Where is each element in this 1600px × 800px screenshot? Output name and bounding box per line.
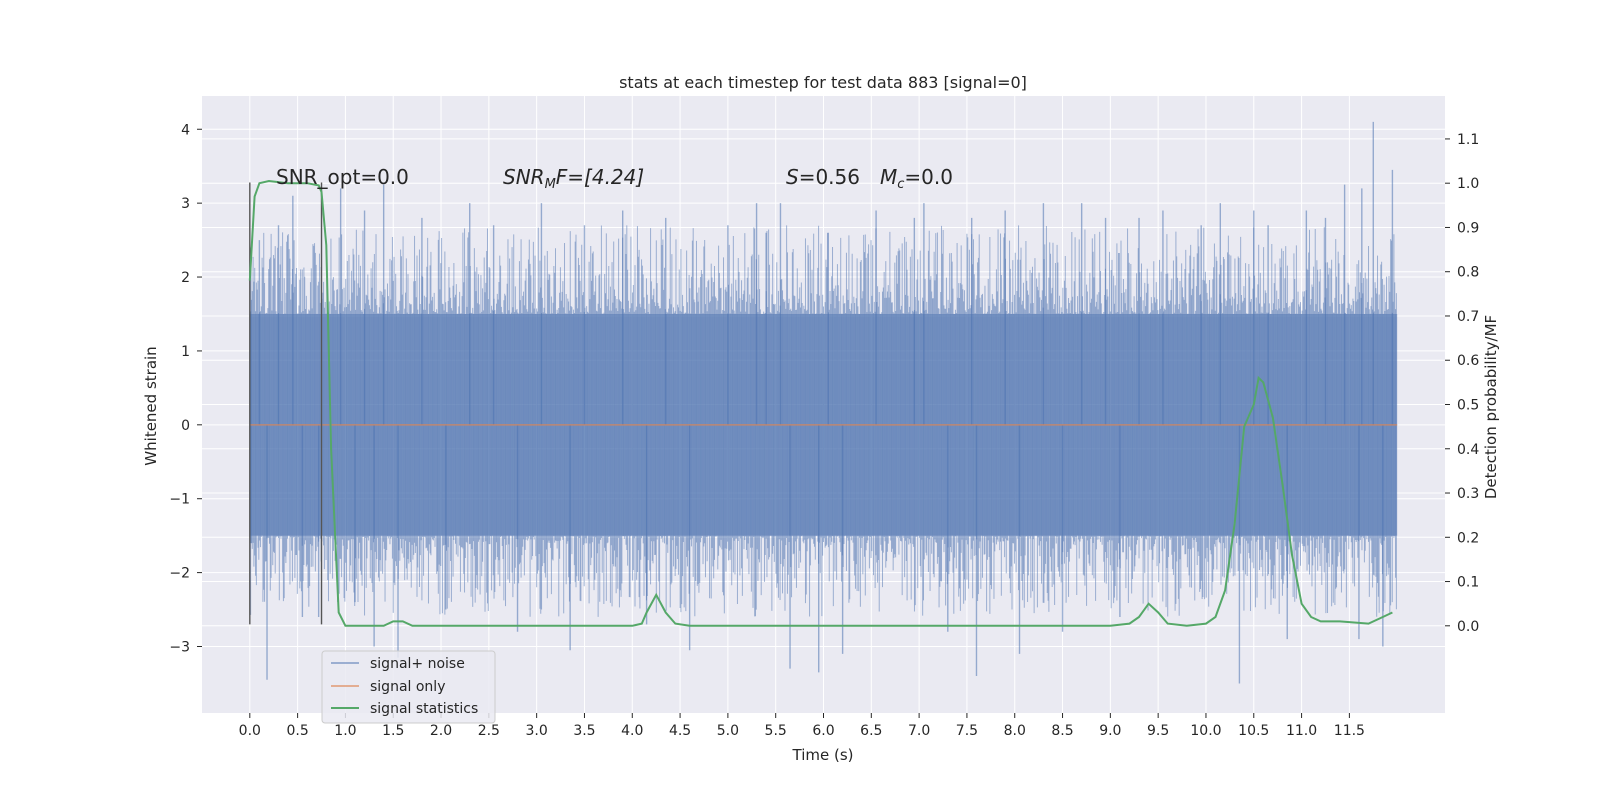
- y2-tick-label: 0.9: [1457, 220, 1479, 236]
- x-tick-label: 0.5: [286, 723, 308, 739]
- annotation-snr-mf: SNRMF=[4.24]: [503, 165, 644, 192]
- y-tick-label: 2: [181, 270, 190, 286]
- x-tick-label: 8.5: [1051, 723, 1073, 739]
- y2-tick-label: 0.7: [1457, 309, 1479, 325]
- s-value: =0.56: [799, 165, 860, 189]
- s-label: S: [786, 165, 799, 189]
- x-tick-label: 9.5: [1147, 723, 1169, 739]
- legend-label-statistics: signal statistics: [370, 701, 478, 717]
- x-tick-label: 10.5: [1238, 723, 1269, 739]
- x-tick-label: 5.0: [717, 723, 739, 739]
- mc-label: M: [880, 165, 897, 189]
- y2-tick-label: 0.0: [1457, 619, 1479, 635]
- x-tick-label: 11.0: [1286, 723, 1317, 739]
- legend-box: [321, 650, 496, 724]
- x-tick-label: 1.0: [334, 723, 356, 739]
- snr-mf-subscript: M: [545, 177, 556, 192]
- y2-tick-label: 0.2: [1457, 530, 1479, 546]
- chart-title: stats at each timestep for test data 883…: [619, 73, 1027, 92]
- signal-statistics-series: [248, 179, 1393, 627]
- annotation-mc: Mc=0.0: [880, 165, 953, 192]
- annotation-snr-opt: SNR_opt=0.0: [276, 165, 409, 189]
- window-markers: [249, 182, 323, 625]
- y-axis-ticks: 4 3 2 1 0 −1 −2 −3: [169, 122, 202, 655]
- y2-tick-label: 0.6: [1457, 353, 1479, 369]
- y-tick-label: 0: [181, 418, 190, 434]
- x-tick-label: 5.5: [765, 723, 787, 739]
- y2-tick-label: 0.5: [1457, 398, 1479, 414]
- y-tick-label: 3: [181, 196, 190, 212]
- y2-axis-label: Detection probability/MF: [1482, 315, 1500, 499]
- y2-tick-label: 0.4: [1457, 442, 1479, 458]
- x-tick-label: 4.0: [621, 723, 643, 739]
- y-axis-label: Whitened strain: [142, 346, 160, 465]
- x-tick-label: 10.0: [1190, 723, 1221, 739]
- x-tick-label: 3.0: [526, 723, 548, 739]
- x-tick-label: 1.5: [382, 723, 404, 739]
- annotation-s: S=0.56: [786, 165, 860, 189]
- legend-label-noise: signal+ noise: [370, 656, 465, 672]
- signal-statistics-line: [248, 179, 1393, 627]
- y2-tick-label: 1.1: [1457, 132, 1479, 148]
- y2-tick-label: 1.0: [1457, 176, 1479, 192]
- y2-tick-label: 0.3: [1457, 486, 1479, 502]
- x-tick-label: 3.5: [573, 723, 595, 739]
- x-tick-label: 7.0: [908, 723, 930, 739]
- x-axis-ticks: 0.0 0.5 1.0 1.5 2.0 2.5 3.0 3.5 4.0 4.5 5.0 5.5 6.0 6…: [239, 713, 1365, 739]
- x-tick-label: 2.0: [430, 723, 452, 739]
- x-tick-label: 6.0: [812, 723, 834, 739]
- mc-value: =0.0: [904, 165, 953, 189]
- snr-mf-label: SNR: [503, 165, 545, 189]
- y-tick-label: −2: [169, 566, 190, 582]
- legend: signal+ noise signal only signal statist…: [321, 650, 496, 724]
- mc-subscript: c: [897, 177, 904, 192]
- y-tick-label: −3: [169, 639, 190, 655]
- x-tick-label: 8.0: [1004, 723, 1026, 739]
- x-tick-label: 4.5: [669, 723, 691, 739]
- y-tick-label: 1: [181, 344, 190, 360]
- x-tick-label: 2.5: [478, 723, 500, 739]
- snr-mf-tail-f: F=[4.24]: [556, 165, 644, 189]
- y-tick-label: −1: [169, 492, 190, 508]
- x-axis-label: Time (s): [792, 746, 854, 764]
- y2-tick-label: 0.1: [1457, 575, 1479, 591]
- x-tick-label: 11.5: [1334, 723, 1365, 739]
- y2-axis-ticks: 1.1 1.0 0.9 0.8 0.7 0.6 0.5 0.4 0.3 0.2 0.1 0.0: [1445, 132, 1479, 635]
- y-tick-label: 4: [181, 122, 190, 138]
- x-tick-label: 7.5: [956, 723, 978, 739]
- legend-label-signal: signal only: [370, 679, 445, 695]
- x-tick-label: 6.5: [860, 723, 882, 739]
- y2-tick-label: 0.8: [1457, 265, 1479, 281]
- x-tick-label: 0.0: [239, 723, 261, 739]
- x-tick-label: 9.0: [1099, 723, 1121, 739]
